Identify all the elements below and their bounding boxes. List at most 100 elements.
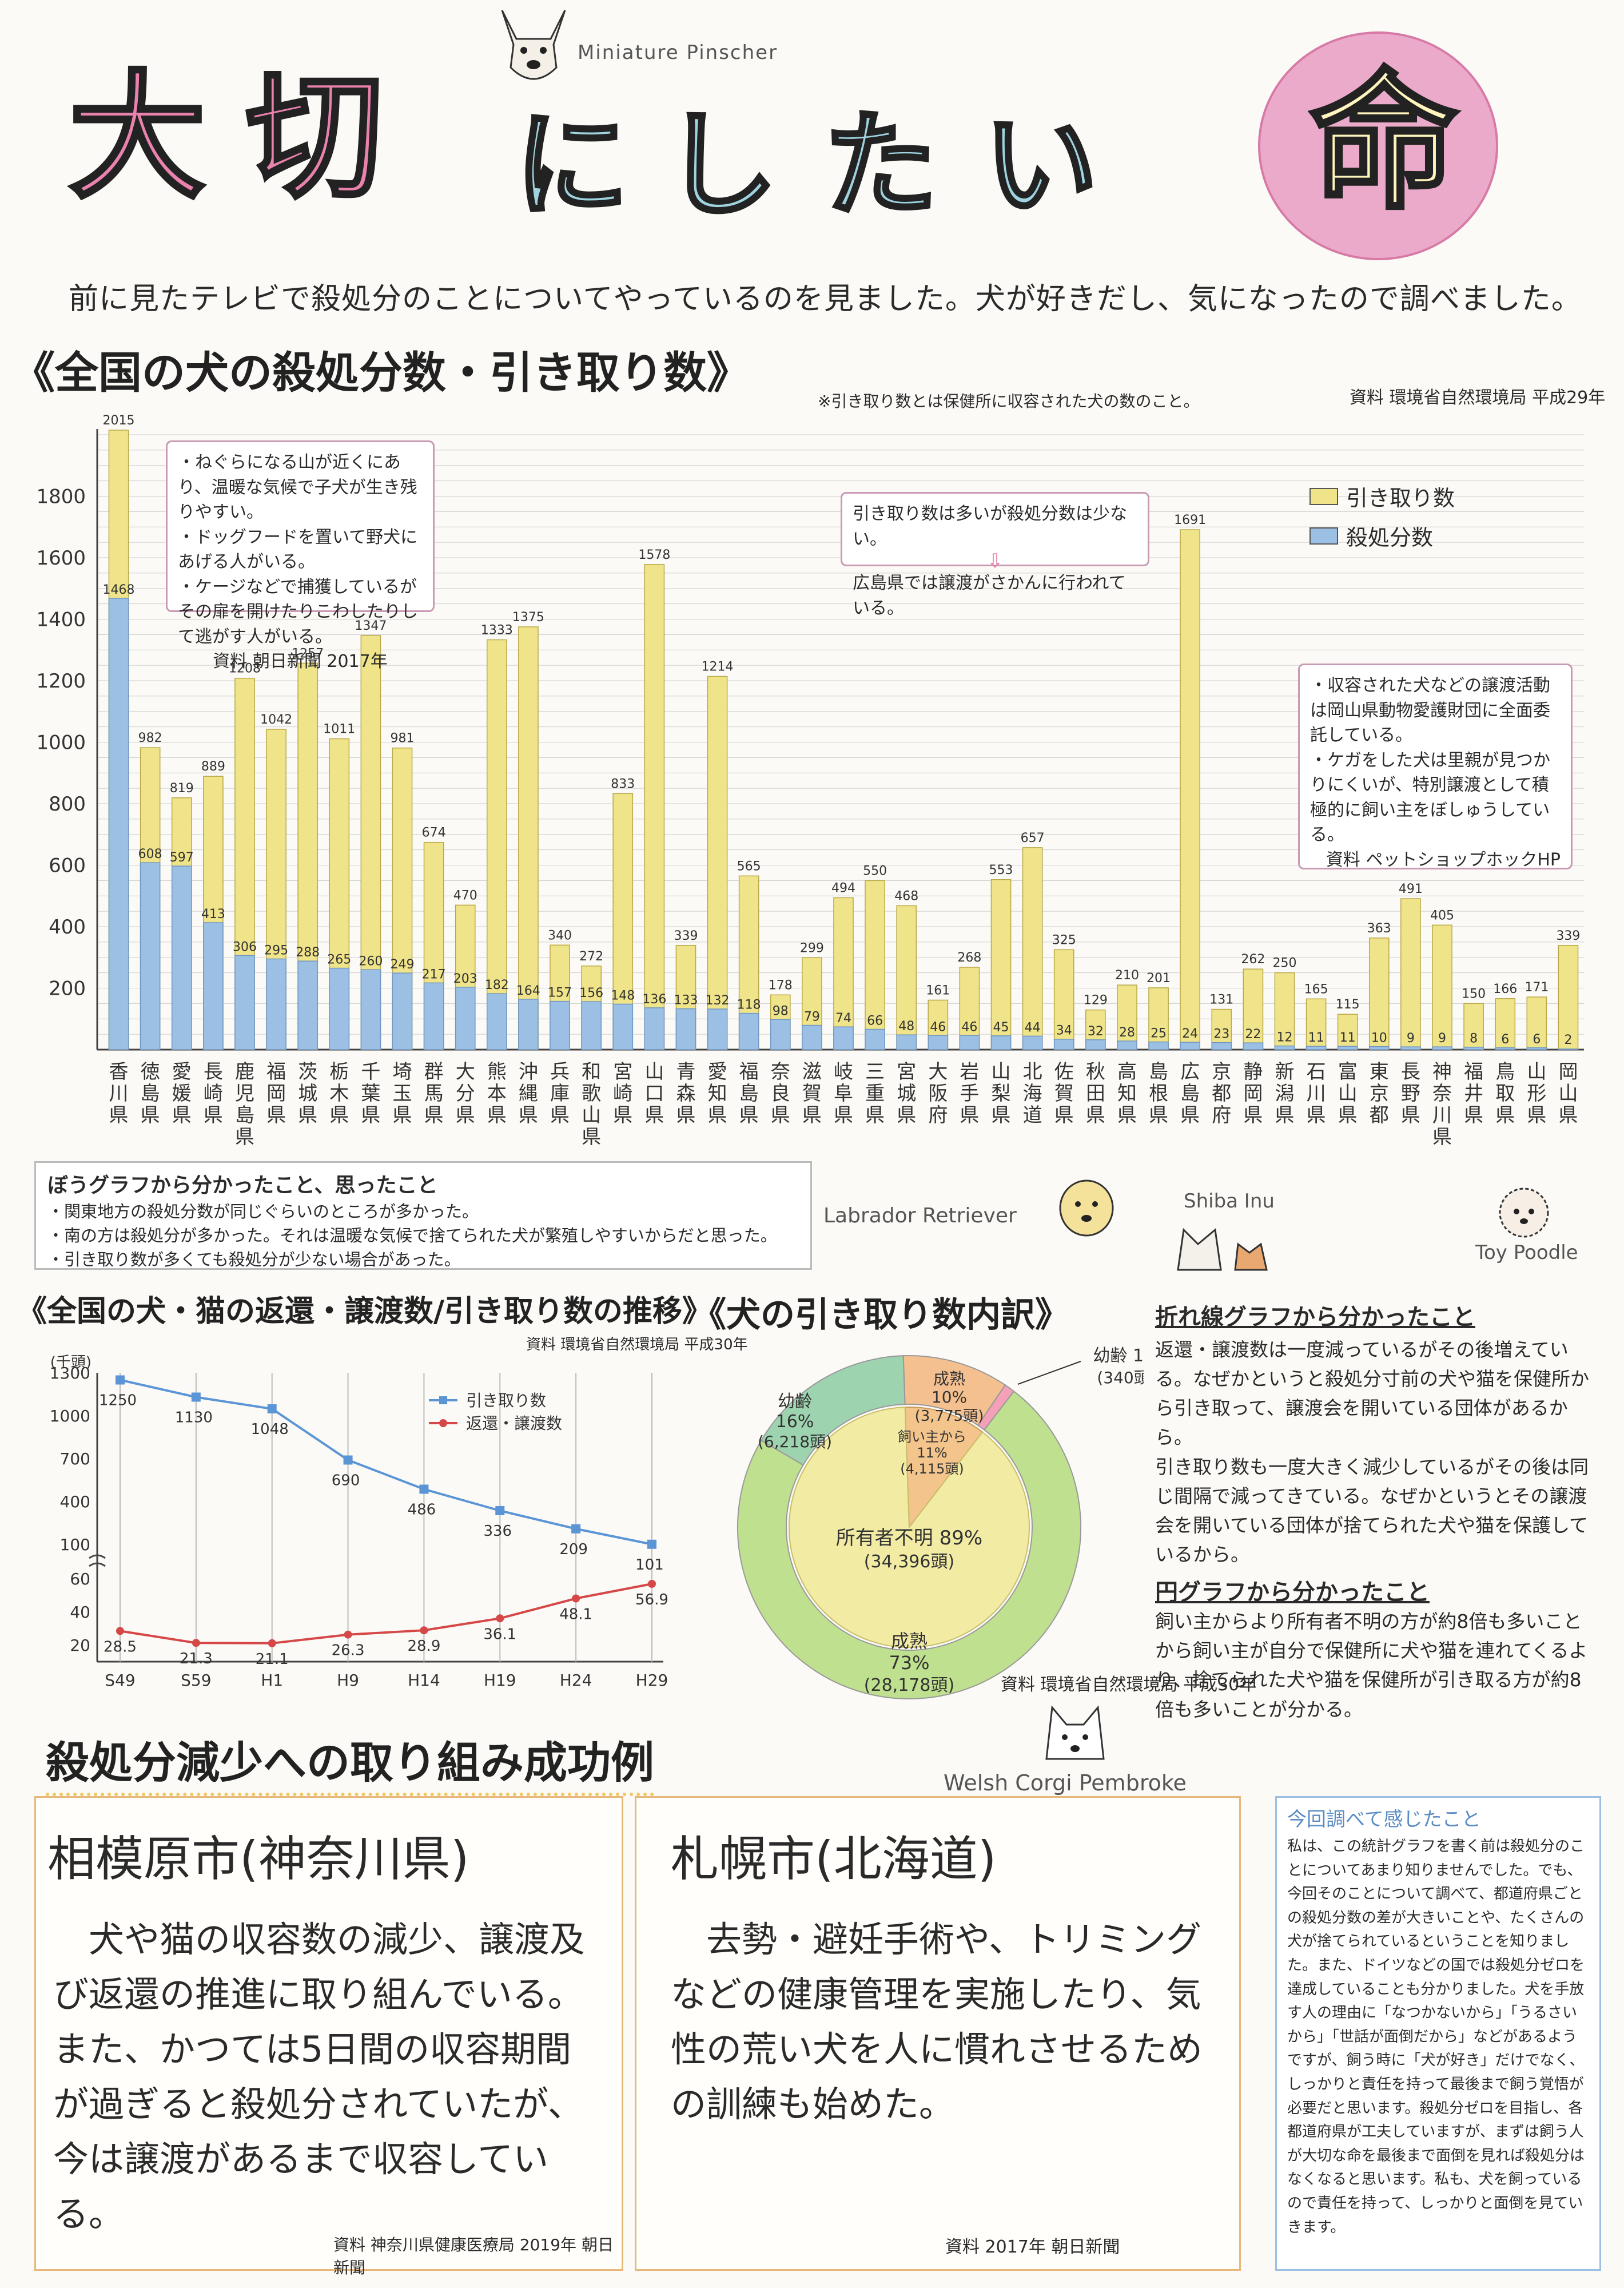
category-label: 県	[582, 1126, 601, 1149]
label-intake: 363	[1367, 921, 1391, 936]
bar-kill	[171, 865, 192, 1050]
bar-kill	[297, 960, 319, 1050]
category-label: 県	[834, 1104, 853, 1127]
line-x-tick: H24	[560, 1671, 592, 1690]
shiba-label: Shiba Inu	[1184, 1190, 1275, 1213]
label-kill: 9	[1407, 1031, 1415, 1046]
category-label: 徳	[141, 1060, 160, 1083]
bar-kill	[550, 1000, 570, 1050]
category-label: 青	[676, 1060, 695, 1083]
bar-kill	[738, 1012, 759, 1050]
corgi-label: Welsh Corgi Pembroke	[944, 1770, 1187, 1796]
y-tick-label: 1200	[36, 670, 86, 693]
line-x-tick: H1	[261, 1671, 283, 1690]
bar-kill	[329, 967, 350, 1050]
category-label: 野	[1401, 1082, 1420, 1105]
note-right-line-2: ・ケガをした犬は里親が見つかりにくいが、特別譲渡として積極的に飼い主をぼしゅうし…	[1310, 750, 1550, 845]
bar-kill	[360, 969, 381, 1050]
bar-kill	[802, 1024, 822, 1050]
category-label: 良	[771, 1082, 790, 1105]
intake-value-label: 336	[483, 1523, 512, 1540]
category-label: 府	[1212, 1104, 1231, 1127]
label-intake: 129	[1084, 994, 1108, 1008]
label-intake: 250	[1272, 956, 1296, 971]
breed-label-top: Miniature Pinscher	[578, 41, 778, 64]
note-left-line-1: ・ねぐらになる山が近くにあり、温暖な気候で子犬が生き残りやすい。	[178, 452, 417, 522]
label-intake: 494	[831, 881, 855, 895]
category-label: 崎	[613, 1082, 632, 1105]
intake-point	[267, 1404, 277, 1413]
category-label: 島	[1180, 1082, 1200, 1105]
title-char-6: い	[982, 99, 1100, 232]
category-label: 児	[235, 1082, 254, 1105]
intake-point	[343, 1455, 353, 1465]
category-label: 歌	[582, 1082, 601, 1105]
label-kill: 9	[1438, 1031, 1446, 1046]
label-kill: 136	[642, 992, 666, 1007]
category-label: 木	[329, 1082, 349, 1105]
label-intake: 115	[1336, 998, 1360, 1012]
category-label: 京	[1370, 1082, 1389, 1105]
intake-value-label: 209	[559, 1541, 588, 1558]
line-findings-1: 返還・譲渡数は一度減っているがその後増えている。なぜかというと殺処分寸前の犬や猫…	[1155, 1338, 1589, 1449]
label-kill: 118	[737, 998, 761, 1012]
pie-chart-source: 資料 環境省自然環境局 平成30年	[1001, 1675, 1257, 1695]
label-intake: 131	[1209, 993, 1233, 1007]
category-label: 愛	[708, 1060, 727, 1083]
label-owner-count: (4,115頭)	[900, 1461, 964, 1477]
category-label: 賀	[802, 1082, 822, 1105]
category-label: 山	[582, 1104, 601, 1127]
impression-box: 今回調べて感じたこと 私は、この統計グラフを書く前は殺処分のことについてあまり知…	[1275, 1796, 1601, 2271]
intake-point	[495, 1506, 505, 1515]
bar-kill	[833, 1026, 854, 1050]
axis-break	[89, 1554, 106, 1567]
bar-kill	[455, 987, 476, 1050]
label-intake: 1578	[638, 548, 670, 562]
category-label: 分	[456, 1082, 475, 1105]
label-kill: 98	[773, 1004, 789, 1018]
bar-kill	[1022, 1035, 1043, 1050]
return-value-label: 21.1	[256, 1651, 289, 1668]
pie-findings-title: 円グラフから分かったこと	[1155, 1579, 1430, 1606]
category-label: 井	[1464, 1082, 1483, 1105]
legend-intake-text: 引き取り数	[466, 1391, 546, 1410]
bar-intake	[1022, 847, 1043, 1050]
bar-intake	[1274, 972, 1295, 1050]
label-kill: 1468	[103, 583, 135, 597]
category-label: 県	[1117, 1104, 1137, 1127]
line-findings-title: 折れ線グラフから分かったこと	[1155, 1304, 1475, 1330]
label-intake: 833	[611, 777, 635, 791]
bar-intake	[1558, 945, 1579, 1050]
label-intake: 468	[894, 889, 918, 903]
return-value-label: 36.1	[483, 1626, 516, 1643]
category-label: 岩	[960, 1060, 979, 1083]
return-value-label: 56.9	[635, 1591, 668, 1608]
category-label: 梨	[992, 1082, 1011, 1105]
line-y-tick: 60	[70, 1570, 90, 1588]
shiba-drawing	[1177, 1228, 1268, 1271]
bar-intake	[518, 626, 539, 1050]
category-label: 県	[109, 1104, 129, 1127]
category-label: 県	[424, 1104, 444, 1127]
label-intake: 165	[1304, 982, 1328, 996]
intake-point	[647, 1539, 656, 1549]
category-label: 福	[1464, 1060, 1483, 1083]
y-tick-label: 1000	[36, 732, 86, 754]
label-intake: 1347	[355, 619, 387, 633]
y-tick-label: 400	[49, 916, 86, 939]
label-kill: 6	[1533, 1032, 1541, 1047]
category-label: 島	[235, 1104, 254, 1127]
label-intake: 1208	[229, 662, 261, 676]
label-intake: 340	[548, 928, 572, 943]
intake-point	[116, 1375, 125, 1385]
category-label: 大	[456, 1060, 475, 1083]
sapporo-box: 札幌市(北海道) 去勢・避妊手術や、トリミングなどの健康管理を実施したり、気性の…	[635, 1796, 1241, 2271]
line-findings-2: 引き取り数も一度大きく減少しているがその後は同じ間隔で減ってきている。なぜかとい…	[1155, 1455, 1589, 1566]
sagamihara-name: 相模原市(神奈川県)	[47, 1831, 469, 1887]
category-label: 県	[1149, 1104, 1168, 1127]
label-kill: 132	[706, 994, 730, 1008]
impression-title: 今回調べて感じたこと	[1287, 1808, 1481, 1831]
bar-kill	[612, 1003, 634, 1050]
return-point	[420, 1626, 428, 1635]
